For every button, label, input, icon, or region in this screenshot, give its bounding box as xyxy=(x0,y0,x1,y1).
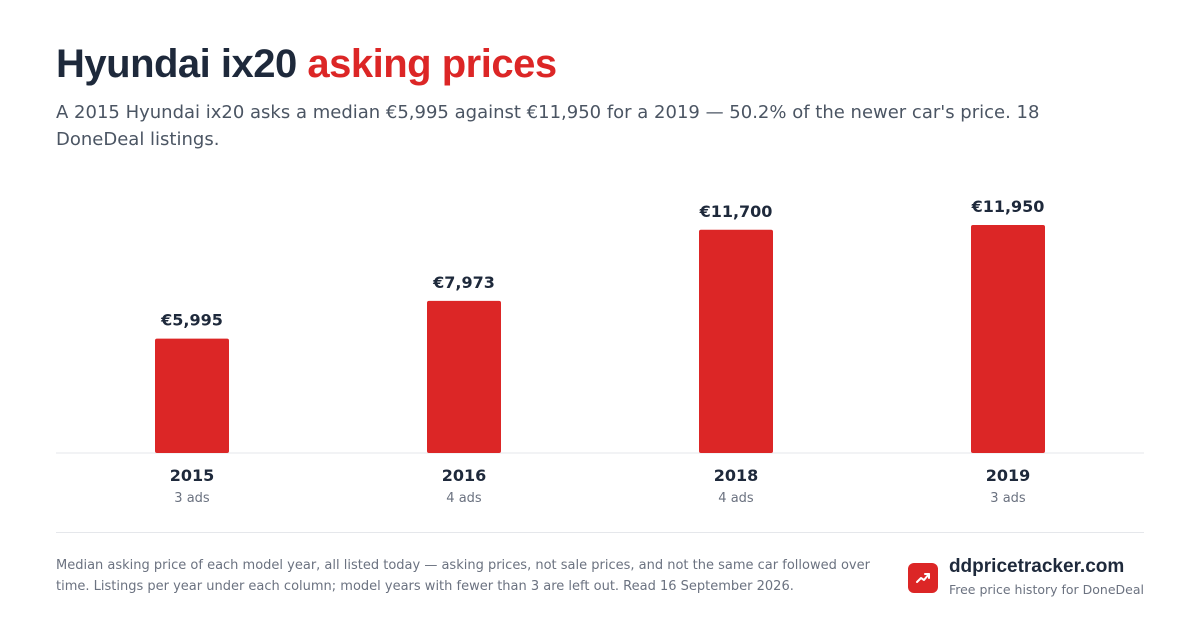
bar-2019 xyxy=(971,225,1045,453)
bars-group: €5,995 2015 3 ads €7,973 2016 4 ads €11,700 201… xyxy=(155,197,1045,506)
ads-count-2016: 4 ads xyxy=(446,491,482,506)
tick-label-2016: 2016 xyxy=(442,466,487,485)
footnote: Median asking price of each model year, … xyxy=(56,558,870,594)
title-accent: asking prices xyxy=(307,42,557,86)
tick-label-2015: 2015 xyxy=(170,466,215,485)
chart-subtitle: A 2015 Hyundai ix20 asks a median €5,995… xyxy=(56,102,1040,150)
tick-label-2019: 2019 xyxy=(986,466,1031,485)
value-label-2019: €11,950 xyxy=(971,197,1045,216)
bar-2015 xyxy=(155,338,229,453)
brand-text: ddpricetracker.com Free price history fo… xyxy=(949,556,1144,599)
brand-tagline: Free price history for DoneDeal xyxy=(948,582,1144,597)
ads-count-2015: 3 ads xyxy=(174,491,210,506)
bar-2016 xyxy=(427,300,501,453)
footer-divider xyxy=(56,532,1144,533)
value-label-2015: €5,995 xyxy=(160,311,223,330)
value-label-2016: €7,973 xyxy=(432,273,495,292)
value-label-2018: €11,700 xyxy=(699,202,773,221)
brand[interactable]: ddpricetracker.com Free price history fo… xyxy=(907,556,1144,599)
bar-2018 xyxy=(699,229,773,453)
bar-chart: €5,995 2015 3 ads €7,973 2016 4 ads €11,700 201… xyxy=(56,197,1144,506)
tick-label-2018: 2018 xyxy=(714,466,759,485)
ads-count-2018: 4 ads xyxy=(718,491,754,506)
trending-up-icon xyxy=(907,562,938,593)
chart-title: Hyundai ix20 asking prices xyxy=(56,40,557,88)
title-main: Hyundai ix20 xyxy=(56,42,297,86)
brand-name: ddpricetracker.com xyxy=(948,556,1125,577)
ads-count-2019: 3 ads xyxy=(990,491,1026,506)
